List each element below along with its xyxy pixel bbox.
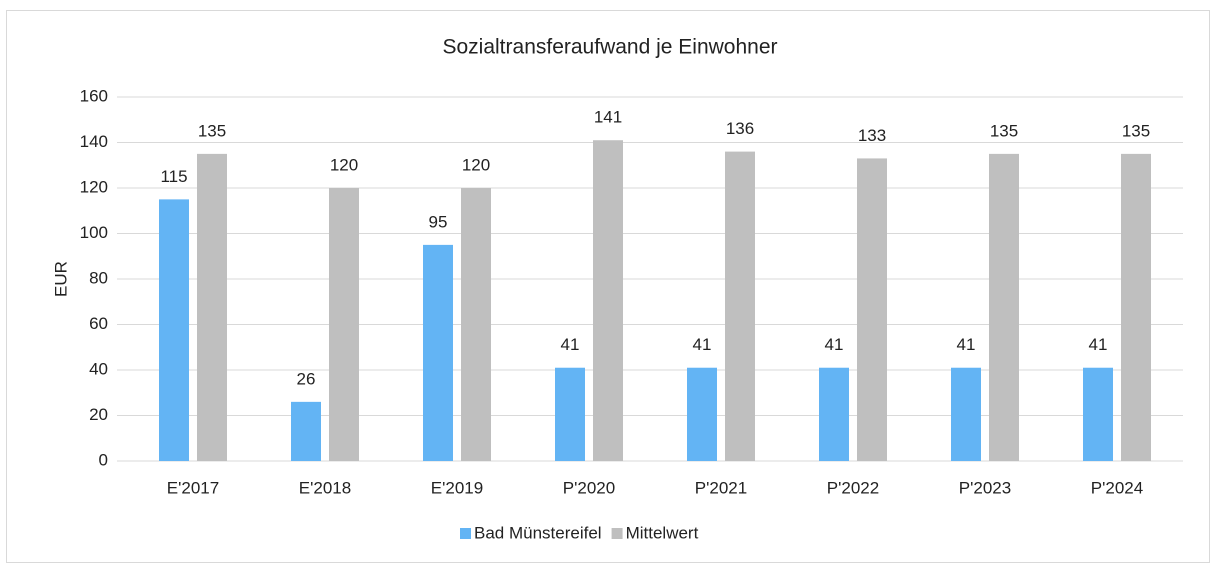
- x-tick-label: P'2024: [1091, 478, 1143, 497]
- x-tick-label: P'2023: [959, 478, 1011, 497]
- bar: [159, 199, 189, 461]
- x-tick-label: P'2021: [695, 478, 747, 497]
- y-tick-label: 20: [89, 405, 108, 424]
- bar: [1083, 367, 1113, 461]
- y-tick-label: 120: [80, 177, 108, 196]
- legend-swatch: [611, 528, 623, 539]
- y-axis-label: EUR: [51, 261, 70, 297]
- bar: [989, 153, 1019, 461]
- data-label: 120: [330, 155, 358, 174]
- x-tick-label: E'2018: [299, 478, 351, 497]
- legend-label: Bad Münstereifel: [474, 523, 602, 542]
- bar: [555, 367, 585, 461]
- bar: [857, 158, 887, 462]
- y-tick-label: 140: [80, 132, 108, 151]
- data-label: 135: [990, 121, 1018, 140]
- bar: [593, 140, 623, 461]
- legend-label: Mittelwert: [626, 523, 699, 542]
- y-tick-label: 160: [80, 86, 108, 105]
- bar: [461, 188, 491, 461]
- data-label: 141: [594, 108, 622, 127]
- y-tick-label: 100: [80, 223, 108, 242]
- x-tick-label: E'2019: [431, 478, 483, 497]
- data-label: 41: [693, 335, 712, 354]
- data-label: 95: [429, 212, 448, 231]
- data-label: 115: [160, 167, 187, 186]
- y-tick-label: 80: [89, 268, 108, 287]
- x-tick-label: E'2017: [167, 478, 219, 497]
- bar: [819, 367, 849, 461]
- bar: [687, 367, 717, 461]
- data-label: 133: [858, 126, 886, 145]
- data-label: 41: [1089, 335, 1108, 354]
- data-label: 41: [825, 335, 844, 354]
- bar: [951, 367, 981, 461]
- x-tick-label: P'2022: [827, 478, 879, 497]
- data-label: 120: [462, 155, 490, 174]
- bar: [291, 401, 321, 461]
- bar: [725, 151, 755, 461]
- y-tick-label: 0: [99, 450, 108, 469]
- data-label: 26: [297, 369, 316, 388]
- x-tick-label: P'2020: [563, 478, 615, 497]
- data-label: 41: [957, 335, 976, 354]
- bar: [329, 188, 359, 461]
- data-label: 135: [1122, 121, 1150, 140]
- bar: [423, 244, 453, 461]
- legend-swatch: [460, 528, 471, 539]
- data-label: 136: [726, 119, 754, 138]
- y-tick-label: 40: [89, 359, 108, 378]
- bar: [1121, 153, 1151, 461]
- chart-title: Sozialtransferaufwand je Einwohner: [442, 36, 777, 59]
- bar: [197, 153, 227, 461]
- data-label: 41: [561, 335, 580, 354]
- y-tick-label: 60: [89, 314, 108, 333]
- data-label: 135: [198, 121, 226, 140]
